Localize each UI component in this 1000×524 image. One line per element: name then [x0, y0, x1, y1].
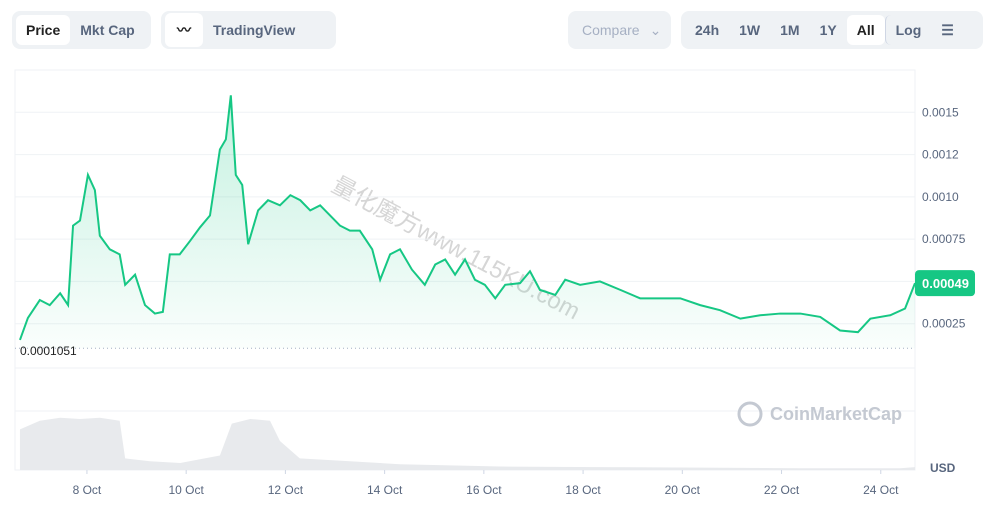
currency-label: USD: [930, 461, 956, 475]
range-button[interactable]: 1M: [780, 22, 800, 38]
x-tick-label: 8 Oct: [73, 483, 102, 497]
settings-button[interactable]: ☰: [941, 21, 954, 38]
x-tick-label: 22 Oct: [764, 483, 800, 497]
x-tick-label: 12 Oct: [268, 483, 304, 497]
x-tick-label: 20 Oct: [665, 483, 701, 497]
chevron: ⌄: [649, 21, 662, 38]
price-line: [19, 95, 916, 341]
brand-logo: [737, 401, 763, 427]
volume-area: [19, 417, 915, 470]
range-bar: 24h 1W 1M 1Y All Log ☰: [681, 11, 983, 49]
y-tick-label: 0.00075: [922, 232, 966, 246]
price-button[interactable]: Price: [16, 15, 71, 45]
price-badge: [915, 270, 975, 297]
brand-watermark: CoinMarketCap: [770, 404, 902, 424]
range-button[interactable]: 1Y: [819, 22, 837, 38]
x-tick-label: 10 Oct: [168, 483, 204, 497]
y-tick-label: 0.0015: [922, 105, 959, 119]
x-tick-label: 16 Oct: [466, 483, 502, 497]
compare-label: Compare: [582, 22, 640, 38]
x-tick-label: 14 Oct: [367, 483, 403, 497]
price-area: [19, 95, 915, 349]
range-button[interactable]: 1W: [739, 22, 761, 38]
mktcap-button[interactable]: Mkt Cap: [80, 22, 135, 38]
y-tick-label: 0.0010: [922, 190, 959, 204]
range-button[interactable]: All: [846, 15, 885, 45]
log-button[interactable]: Log: [884, 15, 932, 45]
range-button[interactable]: 24h: [695, 22, 720, 38]
x-tick-label: 24 Oct: [863, 483, 899, 497]
chart-type: 〰 TradingView: [161, 11, 336, 49]
x-tick-label: 18 Oct: [565, 483, 601, 497]
price-badge-label: 0.00049: [922, 276, 969, 291]
y-tick-label: 0.0012: [922, 148, 959, 162]
view-toggle: Price Mkt Cap: [12, 11, 151, 49]
line-button[interactable]: 〰: [165, 13, 203, 47]
compare-dropdown[interactable]: Compare ⌄: [568, 11, 671, 49]
tradingview-button[interactable]: TradingView: [213, 22, 296, 38]
y-tick-label: 0.00025: [922, 317, 966, 331]
